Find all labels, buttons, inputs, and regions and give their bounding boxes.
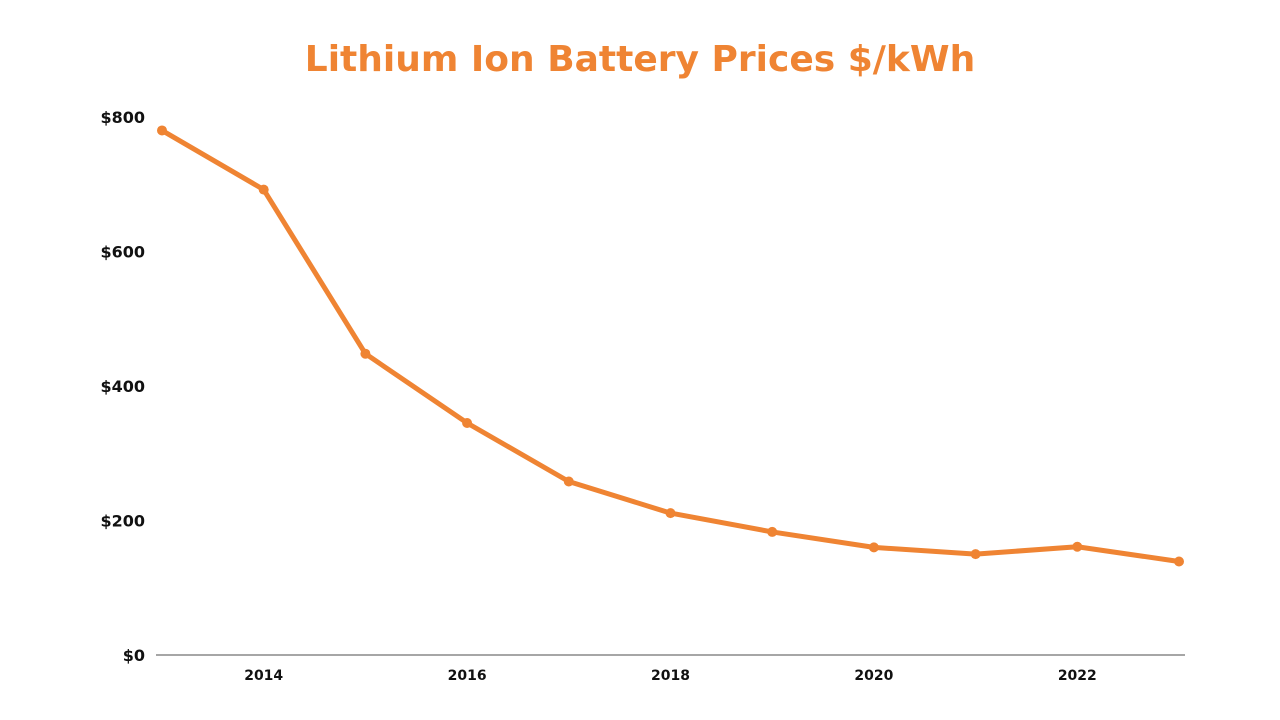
data-point	[767, 526, 778, 537]
y-axis: $0 $200 $400 $600 $800	[100, 108, 145, 665]
x-tick-label: 2022	[1058, 668, 1097, 684]
chart-title: Lithium Ion Battery Prices $/kWh	[304, 39, 976, 80]
data-point	[563, 476, 574, 487]
y-tick-label: $800	[100, 108, 145, 127]
x-tick-label: 2018	[651, 668, 690, 684]
data-point	[970, 549, 981, 560]
data-point	[157, 125, 167, 136]
data-point	[360, 348, 371, 359]
data-point	[1072, 541, 1083, 552]
series-line	[159, 127, 1182, 565]
series-group	[157, 125, 1184, 567]
data-point	[665, 508, 676, 519]
y-tick-label: $0	[123, 646, 145, 665]
x-tick-label: 2016	[448, 668, 487, 684]
data-point	[462, 417, 473, 428]
y-tick-label: $200	[100, 512, 145, 531]
x-tick-label: 2014	[244, 668, 283, 684]
y-tick-label: $600	[100, 243, 145, 262]
data-point	[258, 184, 269, 195]
x-axis: 2014 2016 2018 2020 2022	[244, 668, 1097, 684]
y-tick-label: $400	[100, 377, 145, 396]
data-point	[868, 542, 879, 553]
data-point	[1174, 556, 1184, 567]
x-tick-label: 2020	[854, 668, 893, 684]
